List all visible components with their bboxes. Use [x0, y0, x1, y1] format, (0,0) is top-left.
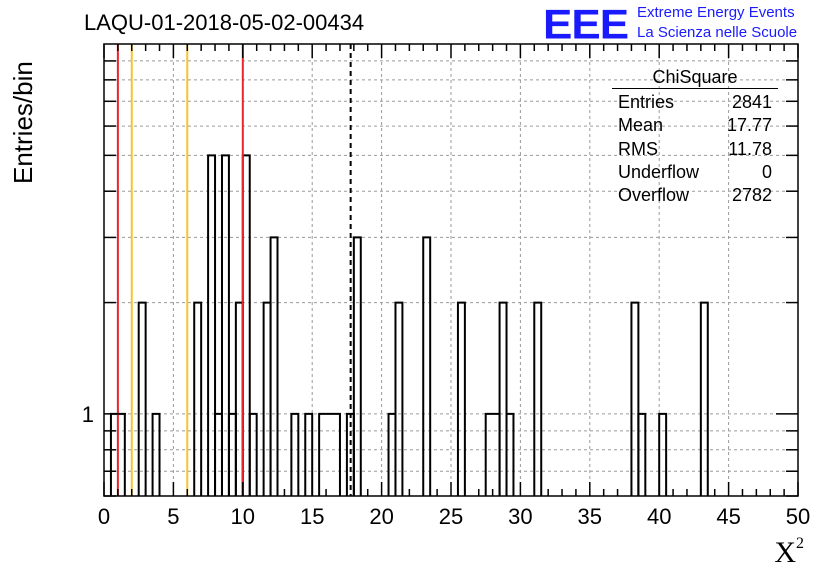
histogram-bar	[241, 154, 251, 496]
x-tick-label: 15	[300, 504, 324, 529]
histogram-bar	[227, 412, 237, 496]
x-tick-label: 20	[369, 504, 393, 529]
histogram-bar	[214, 412, 223, 496]
stats-row-underflow: Underflow 0	[612, 161, 778, 184]
histogram-bar	[151, 412, 161, 496]
histogram-bar	[318, 412, 341, 496]
x-tick-label: 30	[508, 504, 532, 529]
histogram-bar	[262, 301, 272, 496]
histogram-bar	[193, 301, 203, 496]
chart-title: LAQU-01-2018-05-02-00434	[84, 10, 365, 35]
stats-value: 0	[761, 161, 772, 182]
stats-value: 11.78	[728, 138, 772, 159]
logo-caption-line1: Extreme Energy Events	[637, 4, 795, 21]
stats-value: 17.77	[726, 115, 772, 136]
stats-label: Overflow	[618, 185, 690, 206]
histogram-bar	[304, 412, 314, 496]
histogram-bar	[658, 412, 668, 496]
x-tick-label: 5	[167, 504, 179, 529]
stats-value: 2841	[731, 92, 772, 112]
stats-title: ChiSquare	[612, 66, 778, 89]
histogram-bar	[456, 301, 466, 496]
x-tick-label: 40	[647, 504, 671, 529]
stats-row-overflow: Overflow 2782	[612, 184, 778, 207]
histogram-bar	[505, 412, 515, 496]
y-tick-label: 1	[82, 402, 94, 427]
histogram-bar	[630, 301, 640, 496]
stats-label: RMS	[618, 138, 658, 159]
x-tick-label: 50	[786, 504, 810, 529]
stats-row-rms: RMS 11.78	[612, 138, 778, 161]
histogram-bar	[394, 301, 404, 496]
x-axis-label-base: X	[774, 536, 796, 569]
histogram-bar	[269, 236, 279, 496]
x-tick-label: 10	[231, 504, 255, 529]
histogram-bar	[637, 412, 647, 496]
x-axis-label: X2	[774, 535, 804, 570]
stats-label: Entries	[618, 92, 675, 112]
stats-label: Mean	[618, 115, 664, 136]
histogram-bar	[699, 301, 709, 496]
x-axis-label-superscript: 2	[796, 535, 804, 552]
stats-label: Underflow	[618, 161, 700, 182]
histogram-bar	[137, 301, 147, 496]
histogram-bar	[290, 412, 300, 496]
histogram-bar	[484, 412, 501, 496]
histogram-bar	[422, 236, 432, 496]
eee-logo: EEE	[543, 1, 629, 48]
stats-row-entries: Entries 2841	[612, 91, 778, 114]
histogram-bar	[387, 412, 397, 496]
histogram-bar	[533, 301, 543, 496]
histogram-bar	[352, 236, 362, 496]
histogram-bar	[207, 154, 217, 496]
histogram-bar	[248, 412, 258, 496]
stats-value: 2782	[731, 185, 772, 206]
histogram-bar	[498, 301, 508, 496]
logo-caption-line2: La Scienza nelle Scuole	[637, 24, 798, 41]
histogram-bar	[234, 301, 244, 496]
x-tick-label: 45	[716, 504, 740, 529]
x-tick-label: 35	[578, 504, 602, 529]
x-tick-label: 25	[439, 504, 463, 529]
stats-box: ChiSquare Entries 2841 Mean 17.77 RMS 11.78…	[612, 66, 778, 207]
stats-row-mean: Mean 17.77	[612, 114, 778, 137]
x-tick-label: 0	[98, 504, 110, 529]
histogram-bar	[220, 154, 230, 496]
